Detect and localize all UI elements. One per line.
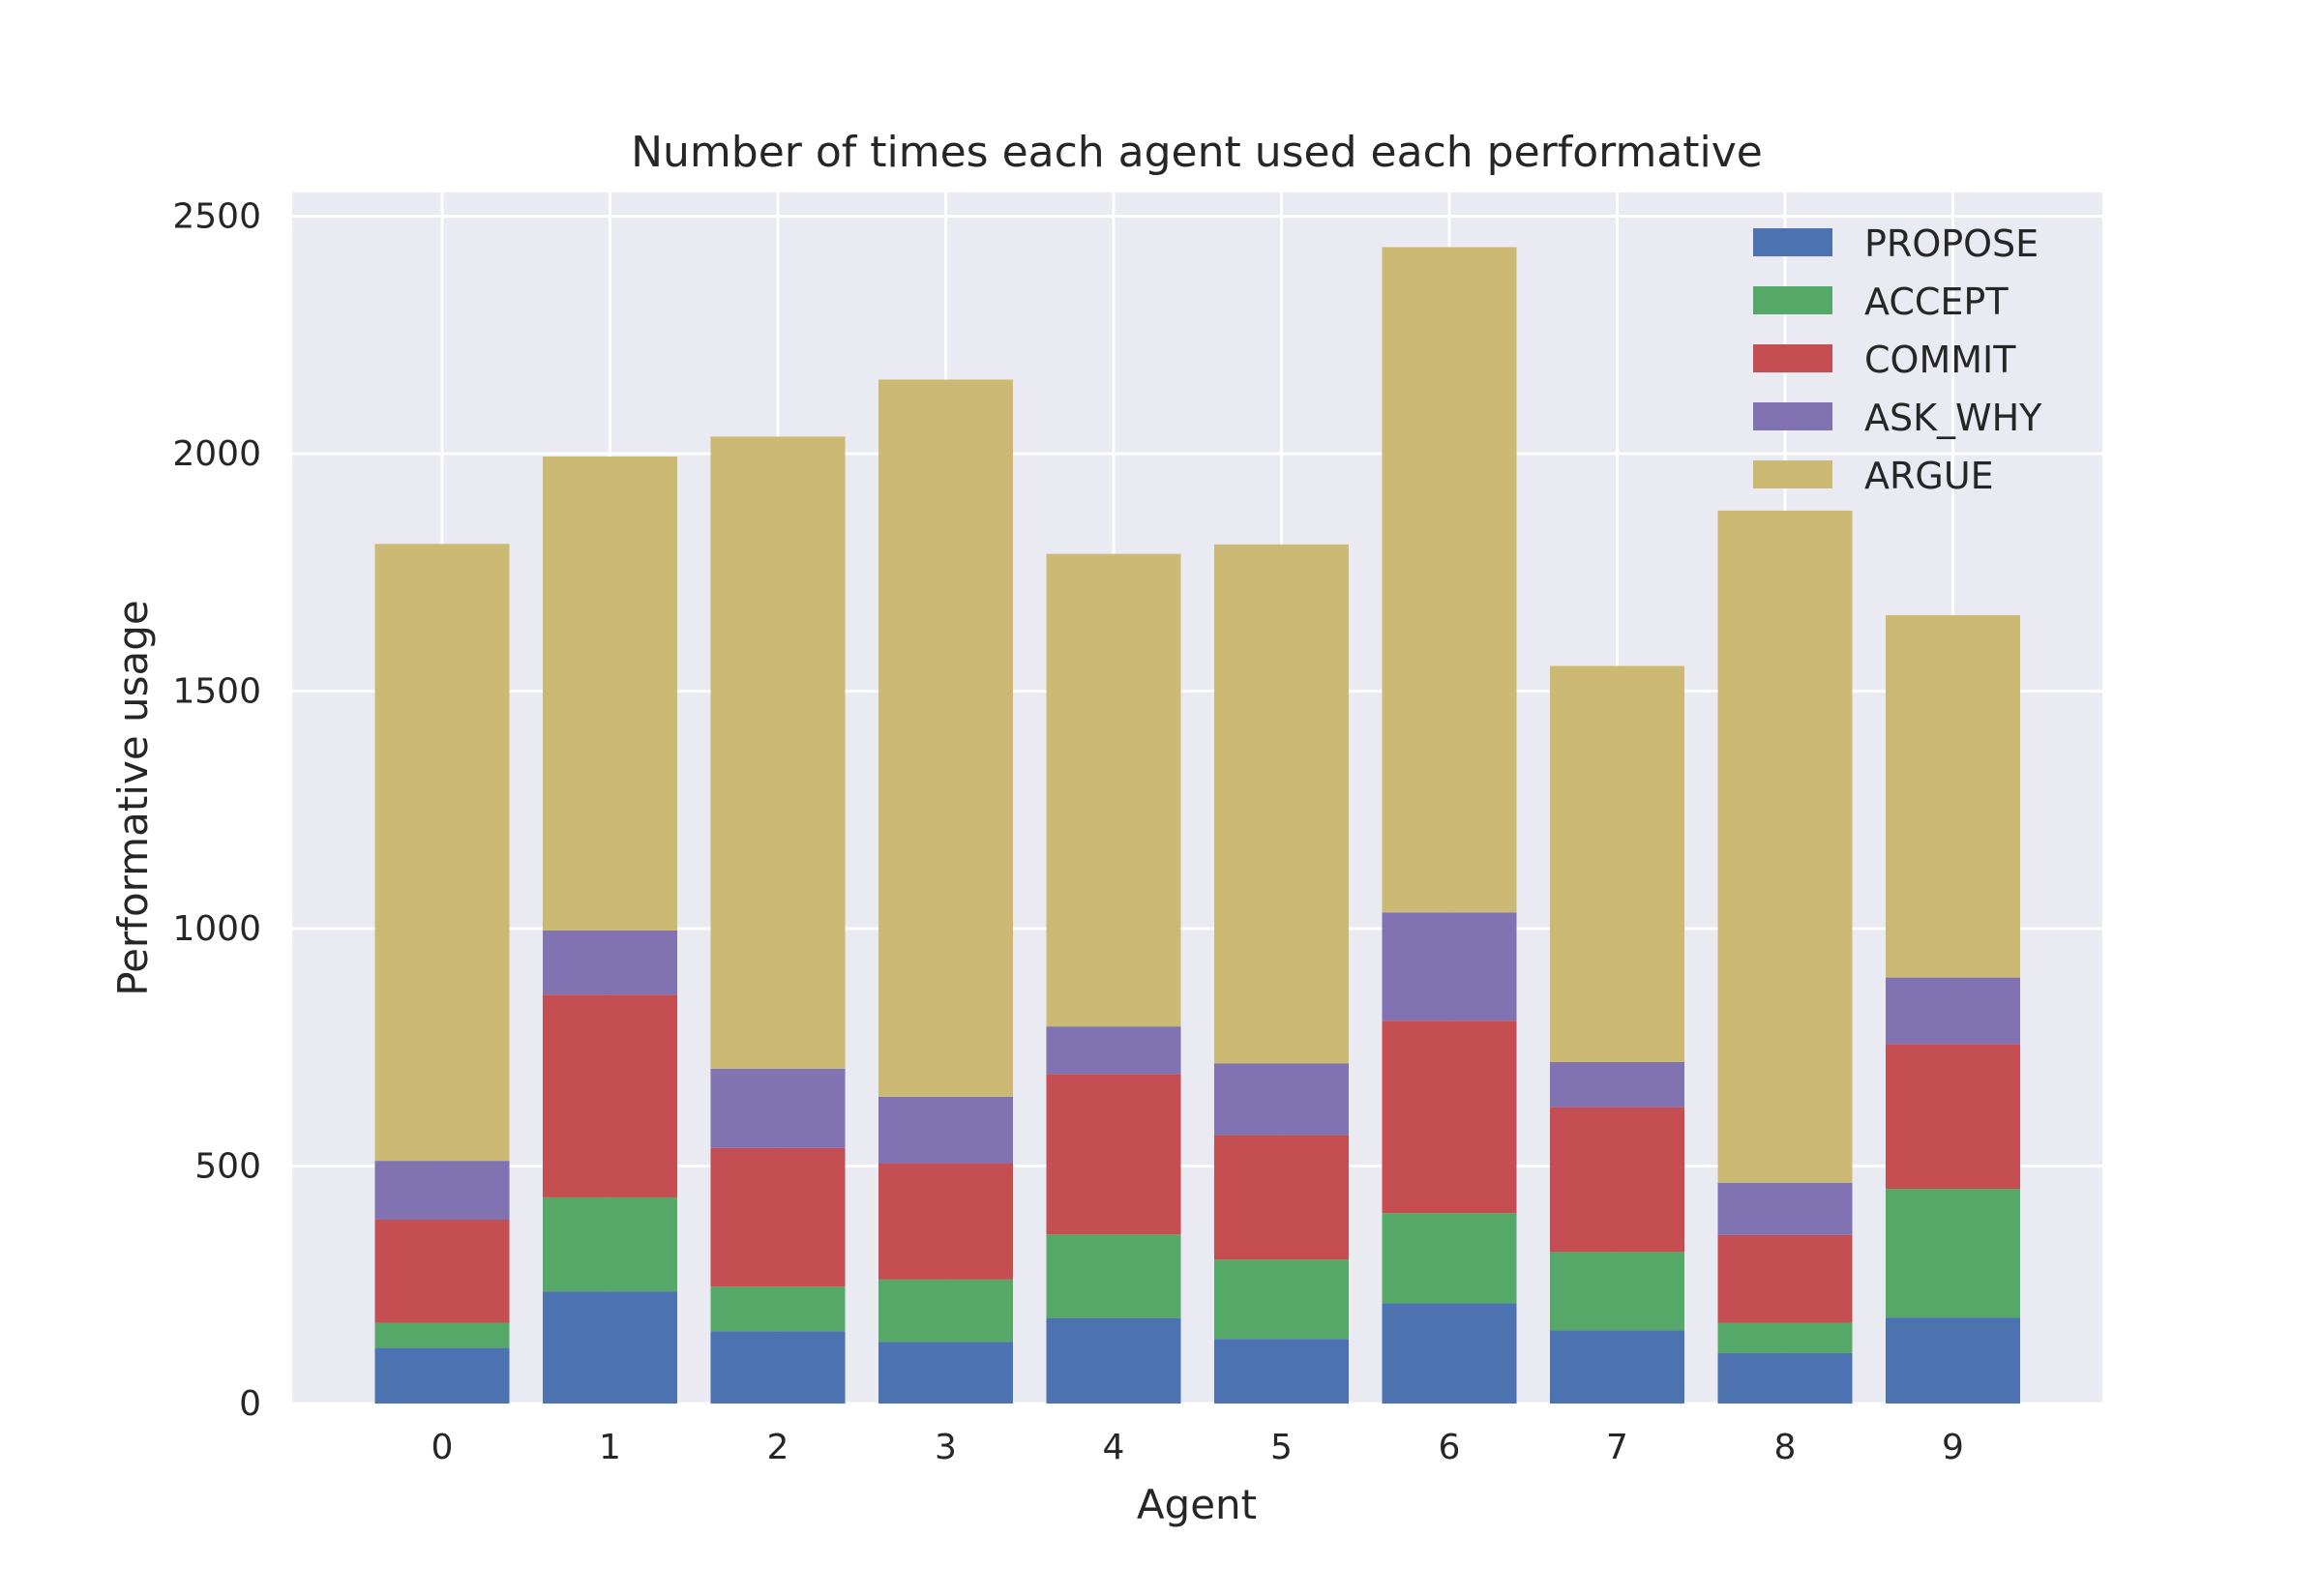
bar-segment-argue bbox=[1382, 247, 1517, 913]
bar-segment-propose bbox=[1886, 1317, 2020, 1404]
bar-segment-argue bbox=[1046, 553, 1181, 1027]
bar-segment-propose bbox=[1214, 1339, 1349, 1404]
bar-segment-accept bbox=[374, 1322, 510, 1348]
bar-segment-ask-why bbox=[710, 1068, 846, 1148]
y-tick-label: 0 bbox=[239, 1384, 261, 1424]
x-tick-label: 1 bbox=[599, 1428, 621, 1467]
bar-segment-commit bbox=[878, 1163, 1013, 1280]
bar-segment-commit bbox=[543, 994, 677, 1197]
bar-segment-commit bbox=[1886, 1044, 2020, 1190]
x-tick-label: 3 bbox=[935, 1428, 957, 1467]
bar-segment-propose bbox=[1717, 1352, 1853, 1404]
bar-segment-accept bbox=[1550, 1252, 1684, 1331]
bar-segment-propose bbox=[1550, 1330, 1684, 1404]
bar-segment-ask-why bbox=[374, 1161, 510, 1220]
x-tick-label: 8 bbox=[1774, 1428, 1797, 1467]
bar-segment-accept bbox=[710, 1286, 846, 1332]
bar-segment-propose bbox=[1382, 1303, 1517, 1404]
y-tick-label: 500 bbox=[194, 1147, 261, 1187]
y-tick-label: 2500 bbox=[172, 197, 261, 237]
bar-segment-ask-why bbox=[1382, 912, 1517, 1021]
bar-segment-accept bbox=[1717, 1322, 1853, 1353]
bar-segment-argue bbox=[543, 456, 677, 931]
legend-label: PROPOSE bbox=[1864, 222, 2039, 265]
bar-segment-accept bbox=[1214, 1259, 1349, 1340]
bar-segment-commit bbox=[374, 1219, 510, 1323]
bar-segment-argue bbox=[1550, 665, 1684, 1062]
legend-label: COMMIT bbox=[1864, 339, 2016, 381]
y-axis-label: Performative usage bbox=[109, 600, 157, 996]
legend-swatch bbox=[1753, 402, 1832, 430]
bar-segment-argue bbox=[1214, 544, 1349, 1064]
bar-segment-ask-why bbox=[1886, 977, 2020, 1045]
legend: PROPOSE ACCEPT COMMIT ASK_WHY ARGUE bbox=[1753, 222, 2042, 497]
legend-swatch bbox=[1753, 286, 1832, 314]
bar-segment-propose bbox=[878, 1342, 1013, 1404]
x-tick-label: 5 bbox=[1270, 1428, 1293, 1467]
bar-segment-accept bbox=[1382, 1213, 1517, 1304]
y-tick-label: 2000 bbox=[172, 434, 261, 474]
bar-segment-accept bbox=[543, 1197, 677, 1292]
bar-segment-ask-why bbox=[1046, 1026, 1181, 1075]
bar-segment-propose bbox=[1046, 1317, 1181, 1404]
legend-label: ACCEPT bbox=[1864, 281, 2009, 323]
bar-segment-propose bbox=[374, 1347, 510, 1404]
bar-segment-argue bbox=[878, 379, 1013, 1097]
x-tick-label: 0 bbox=[432, 1428, 454, 1467]
x-tick-labels: 0 1 2 3 4 5 6 7 8 9 bbox=[432, 1428, 1964, 1467]
bar-segment-commit bbox=[1550, 1107, 1684, 1253]
bar-segment-ask-why bbox=[878, 1096, 1013, 1164]
bar-segment-ask-why bbox=[543, 930, 677, 995]
legend-label: ARGUE bbox=[1864, 455, 1994, 497]
legend-label: ASK_WHY bbox=[1864, 397, 2042, 439]
bar-segment-accept bbox=[1886, 1189, 2020, 1318]
y-tick-label: 1000 bbox=[172, 909, 261, 949]
bar-segment-ask-why bbox=[1214, 1063, 1349, 1136]
legend-swatch bbox=[1753, 460, 1832, 488]
bars bbox=[374, 247, 2020, 1404]
bar-segment-ask-why bbox=[1550, 1061, 1684, 1108]
bar-segment-commit bbox=[1046, 1074, 1181, 1235]
x-tick-label: 9 bbox=[1942, 1428, 1964, 1467]
bar-segment-commit bbox=[1382, 1020, 1517, 1214]
bar-segment-propose bbox=[543, 1291, 677, 1404]
bar-segment-propose bbox=[710, 1331, 846, 1404]
bar-segment-ask-why bbox=[1717, 1182, 1853, 1235]
bar-segment-accept bbox=[878, 1279, 1013, 1343]
x-tick-label: 2 bbox=[767, 1428, 789, 1467]
x-axis-label: Agent bbox=[1137, 1481, 1257, 1528]
bar-segment-argue bbox=[1886, 614, 2020, 978]
legend-swatch bbox=[1753, 228, 1832, 256]
bar-segment-commit bbox=[1717, 1234, 1853, 1323]
bar-segment-argue bbox=[374, 544, 510, 1162]
bar-segment-accept bbox=[1046, 1234, 1181, 1318]
bar-segment-argue bbox=[710, 436, 846, 1069]
x-tick-label: 7 bbox=[1606, 1428, 1628, 1467]
y-tick-label: 1500 bbox=[172, 672, 261, 712]
bar-segment-commit bbox=[710, 1147, 846, 1287]
bar-segment-commit bbox=[1214, 1135, 1349, 1260]
y-tick-labels: 0 500 1000 1500 2000 2500 bbox=[172, 197, 261, 1424]
x-tick-label: 4 bbox=[1103, 1428, 1125, 1467]
legend-swatch bbox=[1753, 344, 1832, 372]
bar-segment-argue bbox=[1717, 510, 1853, 1183]
x-tick-label: 6 bbox=[1439, 1428, 1461, 1467]
chart-title: Number of times each agent used each per… bbox=[631, 128, 1763, 177]
